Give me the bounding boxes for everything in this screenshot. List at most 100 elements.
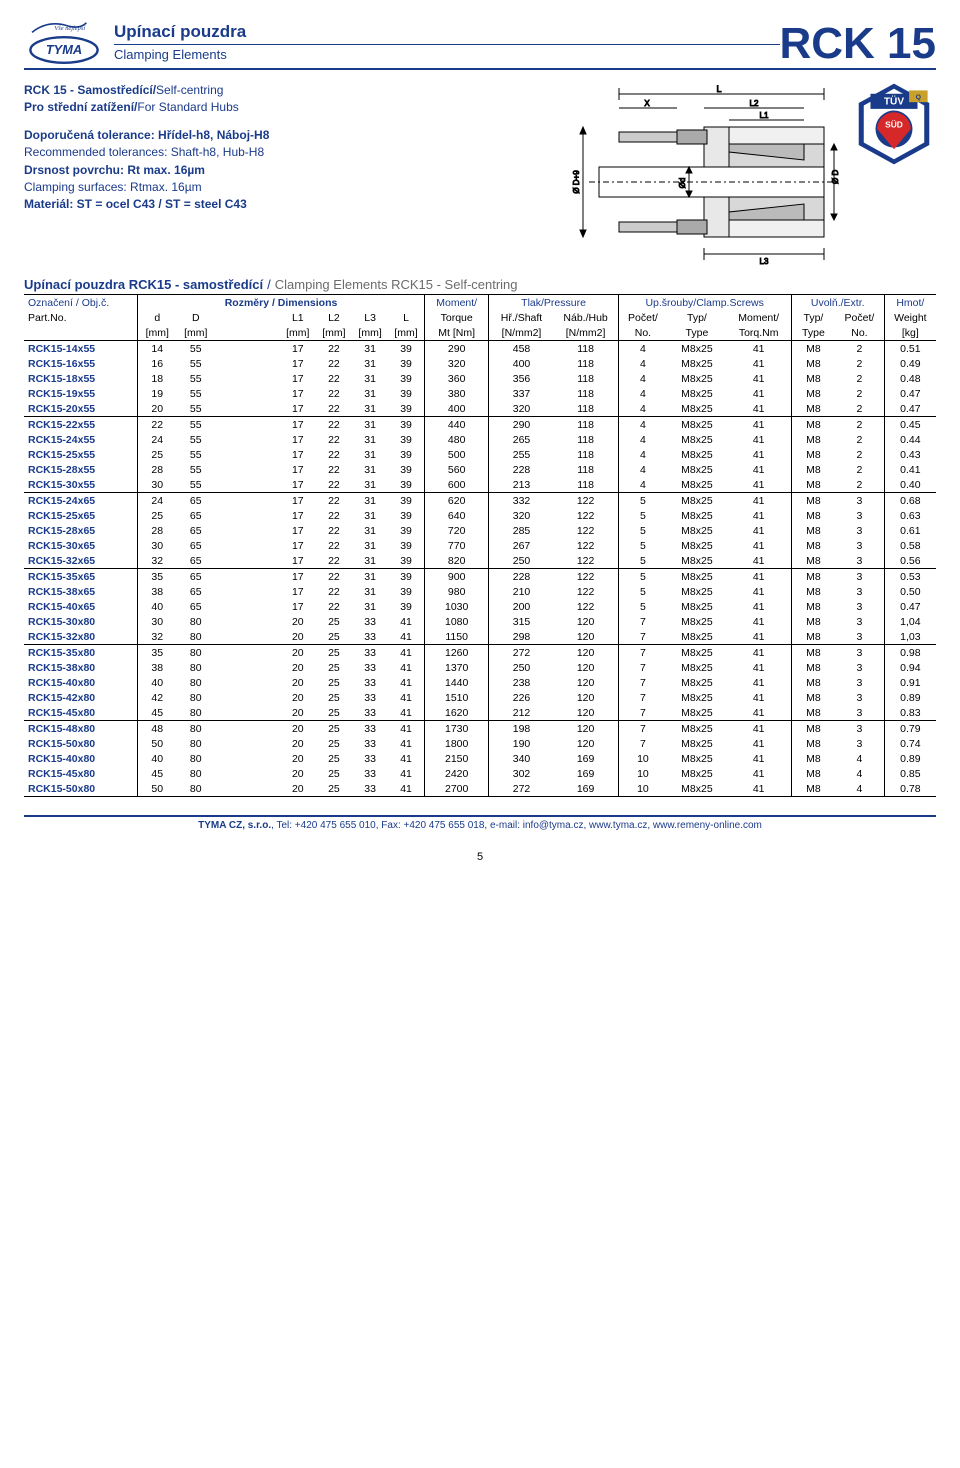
hdr-u-no: No. — [618, 325, 667, 341]
table-row: RCK15-14x551455172231392904581184M8x2541… — [24, 341, 936, 357]
hdr-u-mm6: [mm] — [388, 325, 424, 341]
hdr-u-torqnm: Torq.Nm — [727, 325, 792, 341]
svg-text:Ø D+9: Ø D+9 — [572, 170, 581, 194]
hdr-L: L — [388, 310, 424, 325]
table-row: RCK15-32x8032802025334111502981207M8x254… — [24, 629, 936, 645]
table-body: RCK15-14x551455172231392904581184M8x2541… — [24, 341, 936, 797]
svg-text:L3: L3 — [760, 257, 769, 266]
hdr-u-n2: [N/mm2] — [554, 325, 619, 341]
part-no: RCK15-45x80 — [24, 766, 138, 781]
part-no: RCK15-28x55 — [24, 462, 138, 477]
hdr-u-type: Type — [667, 325, 726, 341]
hdr-scr-type: Typ/ — [667, 310, 726, 325]
svg-text:Q: Q — [916, 94, 921, 101]
table-row: RCK15-19x551955172231393803371184M8x2541… — [24, 386, 936, 401]
part-no: RCK15-24x55 — [24, 432, 138, 447]
svg-text:L2: L2 — [750, 99, 759, 108]
part-no: RCK15-40x80 — [24, 751, 138, 766]
table-row: RCK15-38x8038802025334113702501207M8x254… — [24, 660, 936, 675]
hdr-shaft: Hř./Shaft — [489, 310, 554, 325]
hdr-extr: Uvolň./Extr. — [791, 295, 884, 311]
footer-rest: , Tel: +420 475 655 010, Fax: +420 475 6… — [271, 820, 762, 831]
table-row: RCK15-40x6540651722313910302001225M8x254… — [24, 599, 936, 614]
svg-text:TÜV: TÜV — [884, 95, 904, 108]
svg-text:TYMA: TYMA — [46, 42, 82, 57]
part-no: RCK15-32x80 — [24, 629, 138, 645]
hdr-u-kg: [kg] — [884, 325, 936, 341]
hdr-scr-no: Počet/ — [618, 310, 667, 325]
hdr-u-mm2: [mm] — [176, 325, 215, 341]
svg-text:X: X — [644, 99, 650, 108]
part-no: RCK15-42x80 — [24, 690, 138, 705]
part-no: RCK15-20x55 — [24, 401, 138, 417]
hdr-weight2: Weight — [884, 310, 936, 325]
hdr-u-mm5: [mm] — [352, 325, 388, 341]
part-no: RCK15-14x55 — [24, 341, 138, 357]
hdr-u-type2: Type — [791, 325, 835, 341]
table-row: RCK15-20x552055172231394003201184M8x2541… — [24, 401, 936, 417]
table-row: RCK15-30x653065172231397702671225M8x2541… — [24, 538, 936, 553]
hdr-u-mm3: [mm] — [280, 325, 316, 341]
table-row: RCK15-50x8050802025334118001901207M8x254… — [24, 736, 936, 751]
table-row: RCK15-50x80508020253341270027216910M8x25… — [24, 781, 936, 797]
intro-mat-bold: Materiál: ST = ocel C43 / ST = steel C43 — [24, 197, 247, 211]
intro-block: RCK 15 - Samostředící/Self-centring Pro … — [24, 82, 936, 267]
table-row: RCK15-32x653265172231398202501225M8x2541… — [24, 553, 936, 569]
table-row: RCK15-25x552555172231395002551184M8x2541… — [24, 447, 936, 462]
intro-line2-bold: Pro střední zatížení/ — [24, 100, 137, 114]
part-no: RCK15-18x55 — [24, 371, 138, 386]
data-table: Označení / Obj.č. Rozměry / Dimensions M… — [24, 294, 936, 797]
intro-surf-bold: Drsnost povrchu: Rt max. 16µm — [24, 163, 205, 177]
intro-tol-bold: Doporučená tolerance: Hřídel-h8, Náboj-H… — [24, 128, 269, 142]
table-row: RCK15-22x552255172231394402901184M8x2541… — [24, 417, 936, 433]
intro-tol-plain: Recommended tolerances: Shaft-h8, Hub-H8 — [24, 144, 546, 161]
hdr-L1: L1 — [280, 310, 316, 325]
part-no: RCK15-45x80 — [24, 705, 138, 721]
table-row: RCK15-48x8048802025334117301981207M8x254… — [24, 721, 936, 737]
hdr-L2: L2 — [316, 310, 352, 325]
table-row: RCK15-40x8040802025334114402381207M8x254… — [24, 675, 936, 690]
part-no: RCK15-25x55 — [24, 447, 138, 462]
hdr-name-cz: Označení / Obj.č. — [24, 295, 138, 311]
table-caption: Upínací pouzdra RCK15 - samostředící / C… — [24, 277, 936, 292]
table-row: RCK15-30x553055172231396002131184M8x2541… — [24, 477, 936, 493]
part-no: RCK15-28x65 — [24, 523, 138, 538]
intro-line2-plain: For Standard Hubs — [137, 100, 238, 114]
part-no: RCK15-19x55 — [24, 386, 138, 401]
hdr-ext-type: Typ/ — [791, 310, 835, 325]
table-row: RCK15-28x552855172231395602281184M8x2541… — [24, 462, 936, 477]
part-no: RCK15-40x65 — [24, 599, 138, 614]
hdr-hub: Náb./Hub — [554, 310, 619, 325]
hdr-moment: Moment/ — [424, 295, 489, 311]
table-row: RCK15-42x8042802025334115102261207M8x254… — [24, 690, 936, 705]
hdr-D2: D — [176, 310, 215, 325]
hdr-pressure: Tlak/Pressure — [489, 295, 618, 311]
hdr-part: Part.No. — [24, 310, 138, 325]
hdr-u-no2: No. — [835, 325, 884, 341]
table-row: RCK15-35x8035802025334112602721207M8x254… — [24, 645, 936, 661]
hdr-clamp: Up.šrouby/Clamp.Screws — [618, 295, 791, 311]
header-code: RCK 15 — [780, 18, 937, 66]
part-no: RCK15-22x55 — [24, 417, 138, 433]
part-no: RCK15-30x55 — [24, 477, 138, 493]
intro-surf-plain: Clamping surfaces: Rtmax. 16µm — [24, 179, 546, 196]
part-no: RCK15-50x80 — [24, 736, 138, 751]
hdr-d: d — [138, 310, 177, 325]
table-row: RCK15-38x653865172231399802101225M8x2541… — [24, 584, 936, 599]
part-no: RCK15-38x80 — [24, 660, 138, 675]
hdr-u-mt: Mt [Nm] — [424, 325, 489, 341]
page-number: 5 — [24, 851, 936, 863]
part-no: RCK15-35x80 — [24, 645, 138, 661]
hdr-u-n1: [N/mm2] — [489, 325, 554, 341]
table-row: RCK15-40x80408020253341215034016910M8x25… — [24, 751, 936, 766]
caption-grey: Clamping Elements RCK15 - Self-centring — [275, 277, 518, 292]
intro-line1-bold: RCK 15 - Samostředící/ — [24, 83, 156, 97]
technical-diagram: L X L2 L1 — [556, 82, 842, 267]
logo: TYMA Vše nejlepší — [24, 18, 104, 66]
part-no: RCK15-24x65 — [24, 493, 138, 509]
table-header: Označení / Obj.č. Rozměry / Dimensions M… — [24, 295, 936, 341]
part-no: RCK15-16x55 — [24, 356, 138, 371]
svg-text:Vše nejlepší: Vše nejlepší — [54, 25, 86, 32]
part-no: RCK15-32x65 — [24, 553, 138, 569]
tuv-badge: TÜV SÜD Q — [852, 82, 936, 166]
